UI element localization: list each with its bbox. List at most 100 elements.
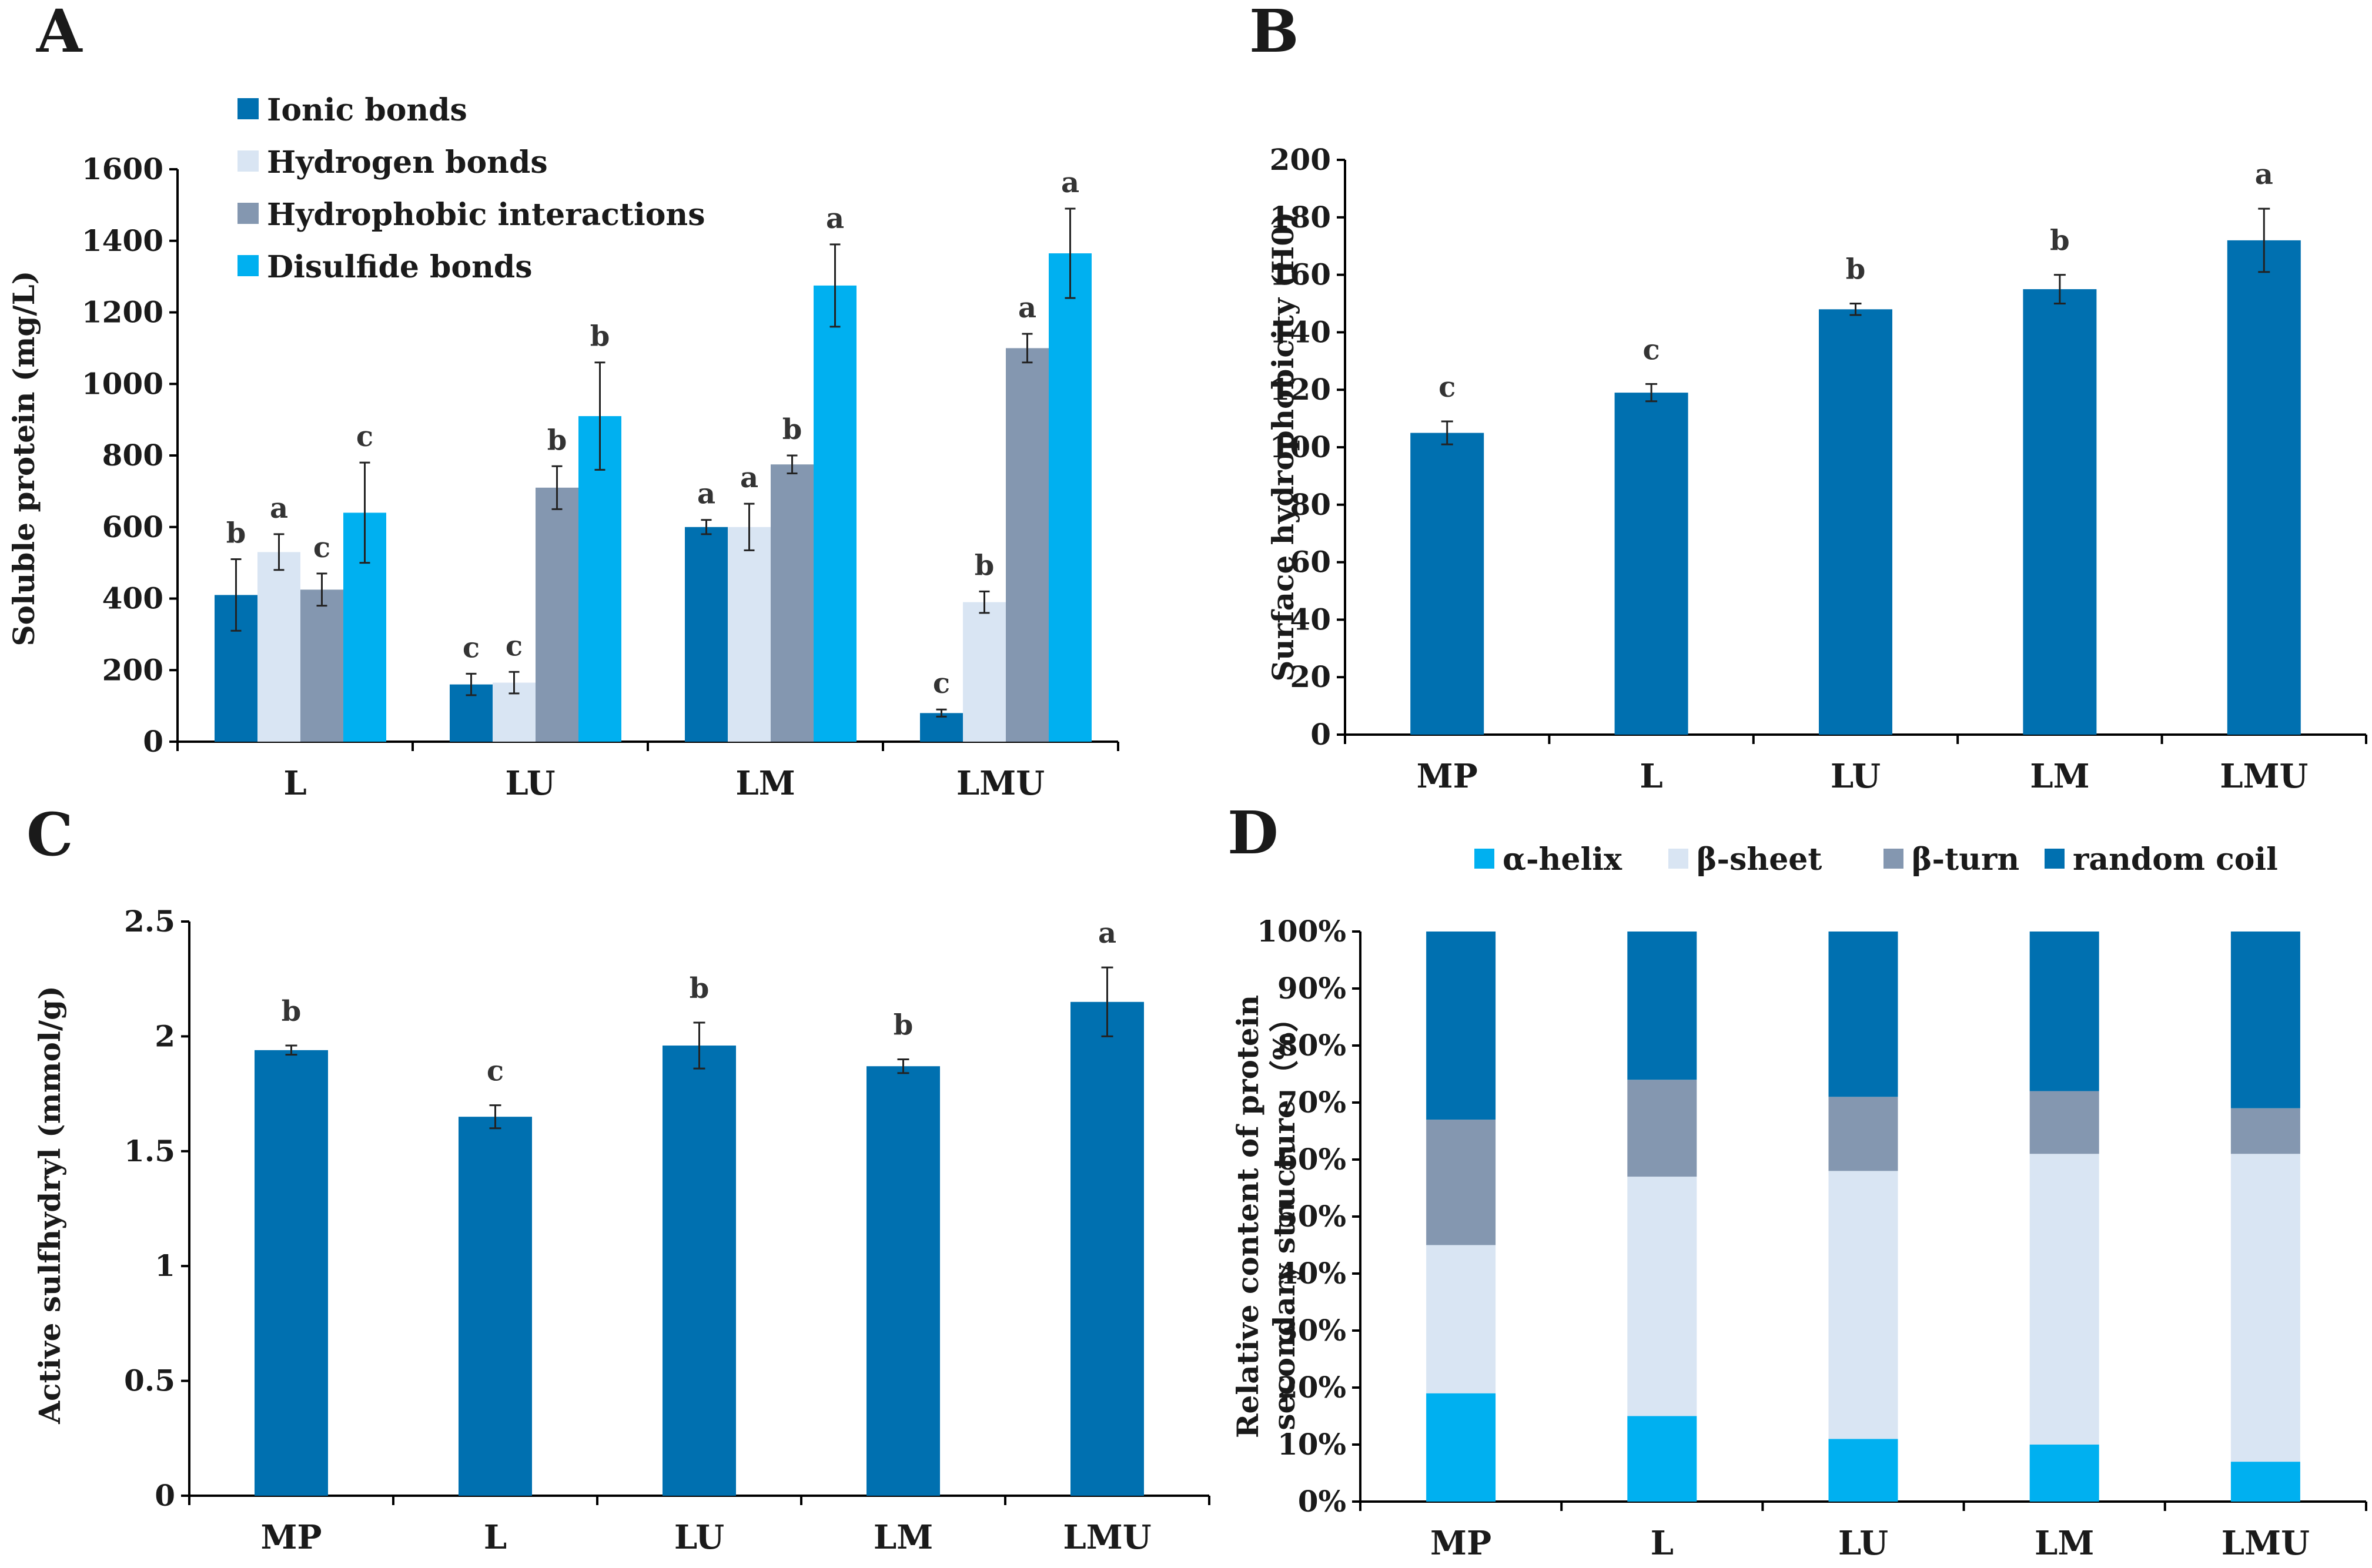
panel-a-category-label: LU (505, 764, 555, 803)
panel-a-significance-letter: c (356, 420, 373, 453)
panel-a-bar (300, 589, 343, 742)
panel-a-significance-letter: c (506, 629, 523, 662)
panel-a-letter: A (36, 0, 83, 66)
panel-c-bar (459, 1117, 532, 1496)
panel-d-bar-segment (1627, 932, 1697, 1080)
panel-d-y-tick-label: 70% (1277, 1085, 1346, 1120)
panel-c-bar (867, 1066, 940, 1496)
panel-a-significance-letter: c (933, 667, 950, 700)
panel-c-category-label: LM (874, 1518, 933, 1557)
panel-a-significance-letter: b (782, 413, 802, 446)
panel-b-plot: 0 20 40 60 80 100 120 140 160 180 200 MP L LU LM LMU c c b… (1266, 142, 2367, 796)
panel-b-y-tick-label: 20 (1290, 659, 1331, 694)
panel-d-bar-segment (1426, 932, 1496, 1120)
panel-a-y-tick-label: 400 (102, 581, 163, 616)
panel-d-bar-segment (1828, 1439, 1898, 1502)
panel-b-y-tick-label: 60 (1290, 545, 1331, 579)
panel-b-significance-letter: c (1438, 371, 1456, 404)
panel-a-bar (1049, 253, 1092, 742)
panel-d-legend-swatch (1474, 849, 1494, 869)
panel-c-bar (255, 1050, 328, 1496)
panel-b-bar (1410, 433, 1484, 735)
panel-c-significance-letter: c (487, 1055, 504, 1088)
panel-a-y-tick-label: 0 (143, 724, 163, 759)
panel-c-significance-letter: b (690, 972, 710, 1005)
panel-b-significance-letter: c (1642, 333, 1660, 366)
panel-d-legend: α-helix β-sheet β-turn random coil (1474, 842, 2278, 877)
panel-a-significance-letter: b (547, 424, 567, 457)
panel-a-significance-letter: b (590, 320, 610, 353)
panel-d-bar-segment (1627, 1177, 1697, 1416)
panel-b-letter: B (1249, 0, 1299, 66)
panel-d-bar-segment (1627, 1416, 1697, 1502)
panel-d-y-tick-label: 80% (1277, 1028, 1346, 1063)
panel-b-significance-letter: a (2255, 158, 2273, 191)
panel-d-y-tick-label: 10% (1277, 1427, 1346, 1462)
panel-c-category-label: MP (260, 1518, 322, 1557)
panel-b-category-label: LMU (2220, 757, 2308, 796)
panel-b-y-tick-label: 200 (1270, 142, 1331, 177)
panel-d-y-axis-title: Relative content of protein (1230, 995, 1265, 1438)
panel-d-legend-label: β-turn (1912, 842, 2019, 877)
panel-a-significance-letter: a (270, 492, 288, 525)
panel-a-significance-letter: a (1018, 292, 1036, 324)
panel-a-bar (685, 527, 728, 742)
panel-a-significance-letter: a (697, 478, 715, 511)
panel-a: A Ionic bonds Hydrogen bonds Hydrophobic i… (6, 0, 1119, 803)
panel-d-y-axis-title: secondary structure （%） (1267, 1003, 1302, 1430)
panel-b-category-label: LU (1831, 757, 1881, 796)
panel-d-bar-segment (1426, 1393, 1496, 1502)
panel-d: D α-helix β-sheet β-turn random coil 0% 10% 2… (1227, 798, 2367, 1563)
panel-d-bar-segment (1426, 1245, 1496, 1393)
panel-b-y-tick-label: 160 (1270, 257, 1331, 292)
panel-c-plot: 0 0.5 1 1.5 2 2.5 MP L LU LM LMU b c b b a Active sulfhy… (32, 904, 1210, 1557)
panel-a-bar (536, 487, 578, 742)
panel-c-letter: C (26, 800, 73, 869)
panel-b-y-tick-label: 0 (1310, 717, 1331, 752)
panel-d-bar-segment (2230, 1108, 2300, 1154)
panel-d-category-label: MP (1430, 1524, 1491, 1563)
panel-c-y-axis-title: Active sulfhydryl (mmol/g) (32, 986, 67, 1424)
panel-b-y-axis-title: Surface hydrophobicity (H0) (1266, 212, 1300, 681)
panel-d-bar-segment (1828, 932, 1898, 1097)
panel-a-y-tick-label: 1400 (82, 223, 163, 258)
panel-c-category-label: L (484, 1518, 507, 1557)
panel-b-bar (2227, 240, 2301, 735)
panel-b-y-tick-label: 100 (1270, 430, 1331, 464)
panel-a-legend-label: Hydrogen bonds (267, 145, 548, 180)
panel-a-significance-letter: c (313, 531, 330, 564)
panel-b-bar (1819, 309, 1892, 735)
panel-a-significance-letter: b (226, 517, 246, 550)
panel-a-significance-letter: a (826, 202, 844, 235)
panel-d-y-tick-label: 50% (1277, 1199, 1346, 1234)
panel-d-y-tick-label: 0% (1298, 1484, 1346, 1519)
panel-d-plot: 0% 10% 20% 30% 40% 50% 60% 70% 80% 90% 100% MP L LU LM… (1230, 914, 2367, 1563)
panel-c-bar (1070, 1001, 1144, 1496)
panel-c-significance-letter: b (282, 995, 302, 1028)
panel-c-y-tick-label: 1 (155, 1248, 175, 1283)
panel-a-y-tick-label: 200 (102, 652, 163, 687)
panel-d-legend-swatch (1883, 849, 1903, 869)
panel-b-category-label: L (1640, 757, 1662, 796)
panel-c-significance-letter: a (1098, 917, 1116, 950)
panel-b-y-tick-label: 180 (1270, 200, 1331, 234)
panel-d-category-label: LU (1838, 1524, 1888, 1563)
panel-c-y-tick-label: 2.5 (124, 904, 175, 939)
panel-d-legend-swatch (2045, 849, 2065, 869)
panel-d-bar-segment (2029, 1091, 2099, 1154)
panel-d-bar-segment (2230, 1462, 2300, 1502)
panel-a-bar (814, 285, 857, 742)
panel-d-y-tick-label: 20% (1277, 1370, 1346, 1405)
panel-d-legend-label: α-helix (1503, 842, 1622, 877)
panel-a-y-tick-label: 1200 (82, 295, 163, 330)
panel-a-bar (257, 552, 300, 742)
panel-d-bar-segment (2029, 1154, 2099, 1445)
panel-a-bar (963, 602, 1006, 742)
panel-d-bar-segment (1627, 1080, 1697, 1177)
panel-a-category-label: LM (735, 764, 795, 803)
panel-a-category-label: LMU (956, 764, 1045, 803)
panel-d-bar-segment (1828, 1097, 1898, 1171)
panel-b-y-tick-label: 40 (1290, 602, 1331, 636)
panel-b-bar (2023, 289, 2097, 735)
panel-d-legend-swatch (1668, 849, 1688, 869)
